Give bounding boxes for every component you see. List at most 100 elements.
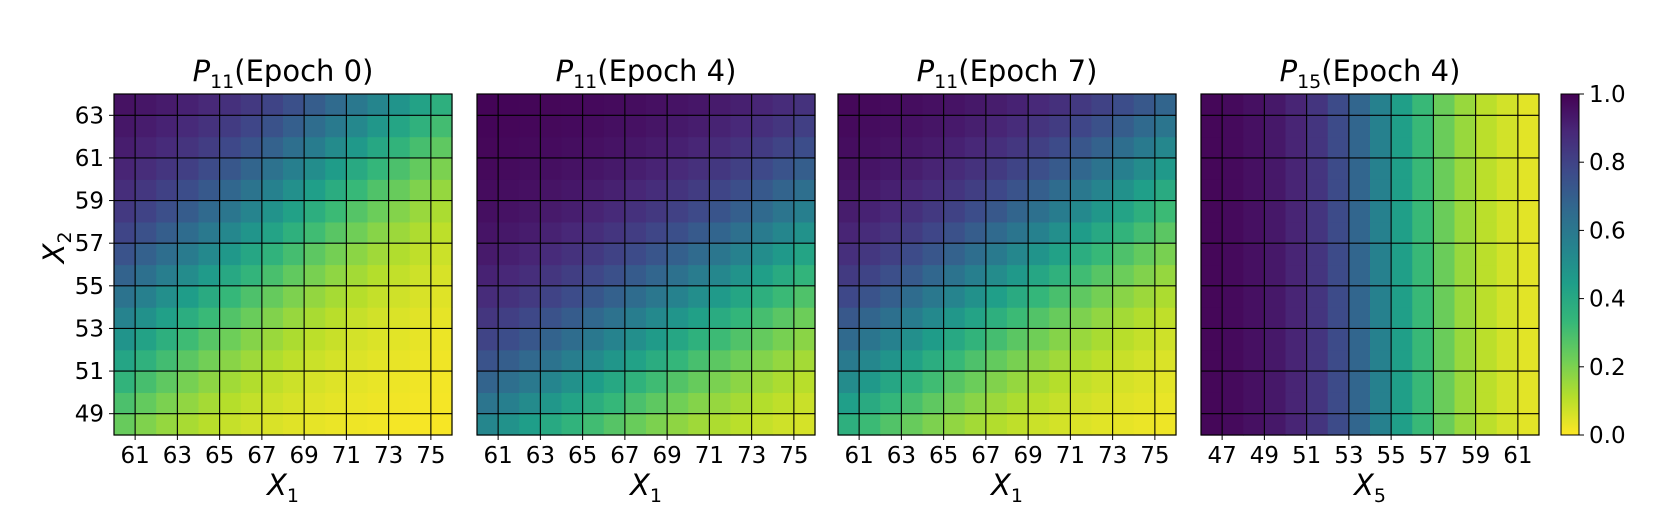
heatmap-cell [751, 264, 774, 287]
heatmap-cell [1306, 413, 1329, 436]
heatmap-cell [1412, 285, 1434, 308]
heatmap-cell [1091, 115, 1114, 138]
heatmap-cell [1412, 413, 1434, 436]
heatmap-cell [1327, 200, 1350, 223]
y-label-subscript: 2 [54, 231, 76, 243]
heatmap-cell [1454, 243, 1477, 266]
heatmap-cell [880, 221, 902, 244]
heatmap-cell [1306, 307, 1329, 330]
heatmap-cell [1201, 307, 1223, 330]
heatmap-cell [1264, 307, 1287, 330]
heatmap-cell [1112, 200, 1135, 223]
heatmap-cell [772, 221, 795, 244]
heatmap-cell [219, 264, 242, 287]
heatmap-cell [1154, 285, 1177, 308]
heatmap-cell [1222, 264, 1244, 287]
heatmap-cell [1327, 243, 1350, 266]
heatmap-cell [409, 328, 432, 351]
heatmap-cell [304, 392, 326, 415]
heatmap-cell [346, 115, 369, 138]
heatmap-cell [646, 328, 668, 351]
heatmap-cell [772, 392, 795, 415]
heatmap-cell [1049, 221, 1071, 244]
heatmap-cell [1475, 157, 1498, 180]
heatmap-cell [709, 392, 732, 415]
heatmap-cell [1391, 349, 1413, 372]
heatmap-cell [985, 392, 1008, 415]
heatmap-cell [283, 349, 305, 372]
heatmap-cell [1327, 157, 1350, 180]
heatmap-cell [498, 179, 520, 202]
heatmap-cell [1091, 157, 1114, 180]
heatmap-cell [240, 349, 263, 372]
heatmap-cell [1264, 349, 1287, 372]
x-tick-label: 73 [374, 443, 403, 469]
heatmap-cell [922, 328, 945, 351]
y-tick-label: 51 [75, 359, 104, 385]
heatmap-cell [198, 371, 221, 393]
heatmap-cell [1154, 200, 1177, 223]
heatmap-cell [1454, 94, 1477, 116]
heatmap-cell [1201, 200, 1223, 223]
heatmap-cell [964, 136, 987, 159]
heatmap-cell [561, 392, 584, 415]
heatmap-cell [1091, 200, 1114, 223]
heatmap-cell [1348, 94, 1371, 116]
heatmap-cell [1517, 136, 1540, 159]
heatmap-cell [838, 371, 860, 393]
heatmap-cell [261, 413, 284, 436]
heatmap-cell [135, 115, 157, 138]
heatmap-cell [624, 285, 647, 308]
heatmap-cell [519, 200, 541, 223]
heatmap-cell [1028, 413, 1050, 436]
heatmap-cell [240, 307, 263, 330]
heatmap-cell [1243, 307, 1265, 330]
heatmap-cell [985, 307, 1008, 330]
heatmap-cell [561, 157, 584, 180]
heatmap-cell [793, 328, 816, 351]
heatmap-cell [477, 94, 499, 116]
heatmap-cell [1517, 371, 1540, 393]
heatmap-cell [283, 157, 305, 180]
heatmap-cell [261, 179, 284, 202]
heatmap-cell [135, 307, 157, 330]
heatmap-cell [859, 371, 881, 393]
heatmap-cell [540, 307, 563, 330]
heatmap-cell [1222, 413, 1244, 436]
x-tick-label: 65 [568, 443, 597, 469]
heatmap-cell [283, 221, 305, 244]
heatmap-cell [772, 200, 795, 223]
heatmap-cell [582, 392, 605, 415]
heatmap-cell [1243, 371, 1265, 393]
heatmap-cell [219, 221, 242, 244]
heatmap-cell [1475, 221, 1498, 244]
heatmap-cell [388, 264, 411, 287]
heatmap-cell [964, 243, 987, 266]
heatmap-cell [1348, 243, 1371, 266]
heatmap-cell [388, 392, 411, 415]
heatmap-cell [582, 200, 605, 223]
heatmap-cell [561, 371, 584, 393]
heatmap-cell [1475, 94, 1498, 116]
heatmap-cell [1327, 179, 1350, 202]
heatmap-cell [177, 221, 200, 244]
heatmap-cell [582, 157, 605, 180]
heatmap-cell [1454, 328, 1477, 351]
heatmap-cell [1154, 392, 1177, 415]
heatmap-cell [646, 115, 668, 138]
heatmap-cell [1285, 285, 1308, 308]
heatmap-cell [582, 371, 605, 393]
heatmap-cell [240, 413, 263, 436]
heatmap-cell [114, 157, 136, 180]
heatmap-cell [922, 221, 945, 244]
heatmap-cell [667, 115, 689, 138]
heatmap-cell [793, 94, 816, 116]
heatmap-cell [1264, 157, 1287, 180]
x-tick-label: 59 [1461, 443, 1490, 469]
heatmap-cell [1348, 349, 1371, 372]
heatmap-cell [922, 264, 945, 287]
heatmap-cell [793, 413, 816, 436]
x-tick-label: 65 [929, 443, 958, 469]
heatmap-cell [409, 221, 432, 244]
heatmap-cell [346, 157, 369, 180]
